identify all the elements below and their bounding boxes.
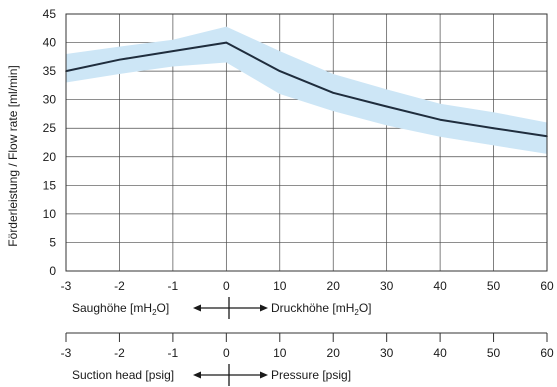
- x-tick-label-psig: 10: [273, 346, 287, 360]
- x-tick-label-psig: -2: [114, 346, 125, 360]
- y-tick-label: 5: [49, 235, 56, 249]
- series-line: [65, 41, 548, 138]
- series-point: [439, 118, 441, 121]
- y-tick-label: 25: [43, 121, 57, 135]
- y-tick-label: 35: [43, 64, 57, 78]
- x-tick-label-psig: -1: [168, 346, 179, 360]
- y-tick-label: 15: [43, 178, 57, 192]
- x-tick-label-psig: 0: [223, 346, 230, 360]
- x-tick-label: 0: [223, 279, 230, 293]
- suction-height-label: Saughöhe [mH2O]: [72, 301, 169, 317]
- x-tick-label: 20: [327, 279, 341, 293]
- x-tick-label-psig: 20: [327, 346, 341, 360]
- x-tick-label: -2: [114, 279, 125, 293]
- x-tick-label: 60: [540, 279, 554, 293]
- series-point: [118, 58, 121, 61]
- series-point: [278, 70, 281, 72]
- discharge-height-label: Druckhöhe [mH2O]: [271, 301, 372, 317]
- x-tick-label: 40: [433, 279, 447, 293]
- y-tick-label: 30: [43, 93, 57, 107]
- y-tick-label: 45: [43, 7, 57, 21]
- x-tick-label-psig: 50: [487, 346, 501, 360]
- x-tick-labels-primary: -3 -2 -1 0 10 20 30 40 50 60: [61, 279, 554, 293]
- x-tick-label: 30: [380, 279, 394, 293]
- x-tick-label: -1: [168, 279, 179, 293]
- y-tick-label: 0: [49, 264, 56, 278]
- direction-arrows-psig: [193, 364, 268, 386]
- series-point: [172, 50, 174, 52]
- y-tick-label: 10: [43, 207, 57, 221]
- x-tick-label-psig: 40: [433, 346, 447, 360]
- x-tick-label-psig: -3: [61, 346, 72, 360]
- x-tick-label-psig: 30: [380, 346, 394, 360]
- psig-axis: [65, 332, 548, 342]
- x-tick-label: 10: [273, 279, 287, 293]
- series-point: [225, 41, 228, 44]
- y-axis-label: Förderleistung / Flow rate [ml/min]: [6, 65, 20, 246]
- plot-frame: [65, 13, 548, 272]
- direction-arrows-primary: [193, 297, 268, 319]
- tolerance-band: [66, 26, 547, 154]
- x-tick-label: 50: [487, 279, 501, 293]
- x-tick-label: -3: [61, 279, 72, 293]
- pressure-label: Pressure [psig]: [271, 368, 351, 382]
- suction-head-label: Suction head [psig]: [72, 368, 174, 382]
- x-tick-label-psig: 60: [540, 346, 554, 360]
- series-point: [332, 92, 335, 94]
- x-tick-labels-psig: -3 -2 -1 0 10 20 30 40 50 60: [61, 346, 554, 360]
- y-tick-label: 40: [43, 36, 57, 50]
- y-tick-label: 20: [43, 150, 57, 164]
- y-tick-labels: 0 5 10 15 20 25 30 35 40 45: [43, 7, 57, 278]
- series-point: [492, 127, 495, 130]
- series-point: [385, 105, 388, 108]
